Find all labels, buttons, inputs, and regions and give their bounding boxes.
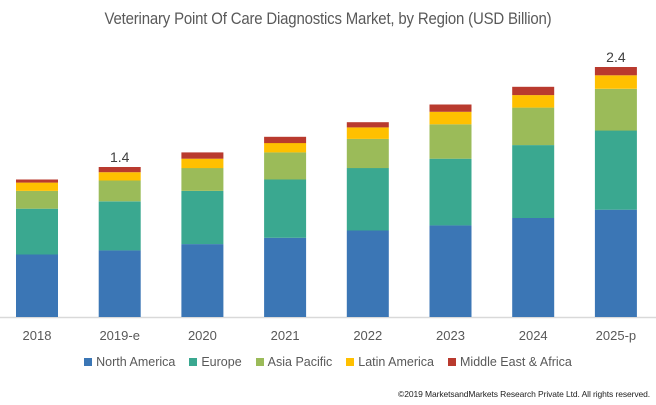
- legend-swatch: [84, 358, 93, 366]
- bar-group-2020: [181, 152, 224, 317]
- x-tick-label: 2019-e: [99, 328, 139, 343]
- bar-group-2025-p: [594, 67, 637, 317]
- x-tick-label: 2020: [188, 328, 217, 343]
- x-tick-label: 2024: [519, 328, 548, 343]
- bar-segment-europe-2019-e: [98, 201, 141, 251]
- legend-item-latin-america: Latin America: [346, 355, 434, 369]
- bar-group-2022: [346, 122, 389, 317]
- bar-segment-asia-pacific-2023: [429, 124, 472, 159]
- bar-segment-middle-east-africa-2023: [429, 104, 472, 112]
- bar-segment-latin-america-2025-p: [594, 75, 637, 89]
- bar-segment-europe-2020: [181, 191, 224, 245]
- data-labels: 1.4 2.4: [110, 49, 626, 165]
- bar-segment-latin-america-2022: [346, 127, 389, 139]
- bar-segment-latin-america-2020: [181, 158, 224, 169]
- legend-label: Middle East & Africa: [460, 355, 572, 369]
- bar-segment-middle-east-africa-2024: [512, 86, 555, 96]
- legend-label: Europe: [201, 355, 242, 369]
- bar-segment-asia-pacific-2024: [512, 107, 555, 146]
- bar-segment-latin-america-2018: [16, 182, 58, 191]
- x-tick-label: 2023: [436, 328, 465, 343]
- legend-swatch: [346, 358, 355, 366]
- data-label-2019-e: 1.4: [110, 149, 130, 165]
- legend-label: Asia Pacific: [267, 355, 333, 369]
- x-tick-label: 2022: [353, 328, 382, 343]
- bar-segment-middle-east-africa-2022: [346, 122, 389, 128]
- bar-segment-europe-2018: [16, 208, 58, 255]
- bar-segment-europe-2021: [264, 179, 307, 238]
- bar-segment-north-america-2022: [346, 230, 389, 317]
- legend-label: North America: [96, 355, 176, 369]
- bar-segment-north-america-2025-p: [594, 209, 637, 317]
- bar-segment-north-america-2024: [512, 218, 555, 317]
- bar-segment-middle-east-africa-2020: [181, 152, 224, 159]
- bar-segment-asia-pacific-2021: [264, 152, 307, 180]
- chart-title: Veterinary Point Of Care Diagnostics Mar…: [104, 9, 552, 28]
- bar-segment-asia-pacific-2019-e: [98, 180, 141, 202]
- bar-group-2018: [16, 179, 58, 317]
- bar-segment-middle-east-africa-2019-e: [98, 167, 141, 173]
- bar-segment-north-america-2023: [429, 225, 472, 317]
- bar-segment-north-america-2018: [16, 254, 58, 317]
- legend-swatch: [448, 358, 456, 366]
- legend-swatch: [255, 358, 264, 366]
- x-tick-label: 2018: [23, 328, 52, 343]
- bar-segment-middle-east-africa-2018: [16, 179, 58, 183]
- x-tick-labels: 2018 2019-e 2020 2021 2022 2023 2024 2025-p: [23, 328, 637, 343]
- bar-segment-north-america-2019-e: [98, 250, 141, 317]
- legend: North America Europe Asia Pacific Latin Ame…: [0, 355, 656, 369]
- bar-segment-latin-america-2024: [512, 95, 555, 108]
- legend-item-north-america: North America: [84, 355, 175, 369]
- copyright-text: ©2019 MarketsandMarkets Research Private…: [398, 389, 650, 399]
- x-tick-label: 2021: [271, 328, 300, 343]
- bar-segment-latin-america-2023: [429, 111, 472, 125]
- bar-segment-europe-2023: [429, 158, 472, 226]
- bar-segment-north-america-2020: [181, 244, 224, 317]
- bar-segment-middle-east-africa-2021: [264, 136, 307, 144]
- bar-segment-middle-east-africa-2025-p: [594, 67, 637, 76]
- bar-groups: [16, 67, 637, 317]
- x-tick-label: 2025-p: [596, 328, 636, 343]
- bar-group-2024: [512, 86, 555, 317]
- legend-item-asia-pacific: Asia Pacific: [255, 355, 333, 369]
- bar-segment-asia-pacific-2022: [346, 138, 389, 169]
- bar-segment-europe-2024: [512, 145, 555, 218]
- bar-group-2019-e: [98, 167, 141, 317]
- bar-segment-europe-2025-p: [594, 130, 637, 210]
- bar-segment-asia-pacific-2025-p: [594, 88, 637, 131]
- legend-swatch: [189, 358, 198, 366]
- legend-item-europe: Europe: [189, 355, 242, 369]
- bar-segment-asia-pacific-2020: [181, 168, 224, 191]
- legend-item-middle-east-africa: Middle East & Africa: [448, 355, 572, 369]
- bar-segment-latin-america-2021: [264, 143, 307, 153]
- bar-segment-north-america-2021: [264, 237, 307, 317]
- bar-group-2023: [429, 104, 472, 317]
- bar-segment-latin-america-2019-e: [98, 172, 141, 181]
- bar-segment-europe-2022: [346, 168, 389, 231]
- bar-segment-asia-pacific-2018: [16, 191, 58, 209]
- bar-group-2021: [264, 136, 307, 317]
- legend-label: Latin America: [358, 355, 434, 369]
- data-label-2025-p: 2.4: [606, 49, 626, 65]
